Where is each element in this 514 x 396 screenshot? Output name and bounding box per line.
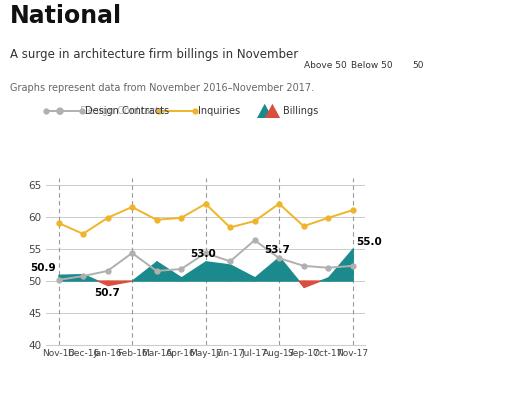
Text: Design Contracts: Design Contracts xyxy=(85,106,169,116)
Text: Below 50: Below 50 xyxy=(351,61,392,70)
Text: Billings: Billings xyxy=(283,106,318,116)
Text: 👍: 👍 xyxy=(320,26,331,44)
Text: 50: 50 xyxy=(412,61,424,70)
Text: 53.0: 53.0 xyxy=(190,249,216,259)
Text: 53.7: 53.7 xyxy=(264,245,289,255)
Text: 50.9: 50.9 xyxy=(30,263,56,273)
Text: 👎: 👎 xyxy=(366,26,377,44)
Text: Inquiries: Inquiries xyxy=(198,106,240,116)
Text: 50.7: 50.7 xyxy=(95,287,120,297)
Text: Graphs represent data from November 2016–November 2017.: Graphs represent data from November 2016… xyxy=(10,83,315,93)
Text: No change
from
previous
period: No change from previous period xyxy=(401,23,434,46)
Text: National: National xyxy=(10,4,122,28)
Text: A surge in architecture firm billings in November: A surge in architecture firm billings in… xyxy=(10,48,299,61)
Text: 55.0: 55.0 xyxy=(356,237,382,247)
Text: Above 50: Above 50 xyxy=(304,61,347,70)
Text: —●—  Design Contracts: —●— Design Contracts xyxy=(46,106,164,116)
